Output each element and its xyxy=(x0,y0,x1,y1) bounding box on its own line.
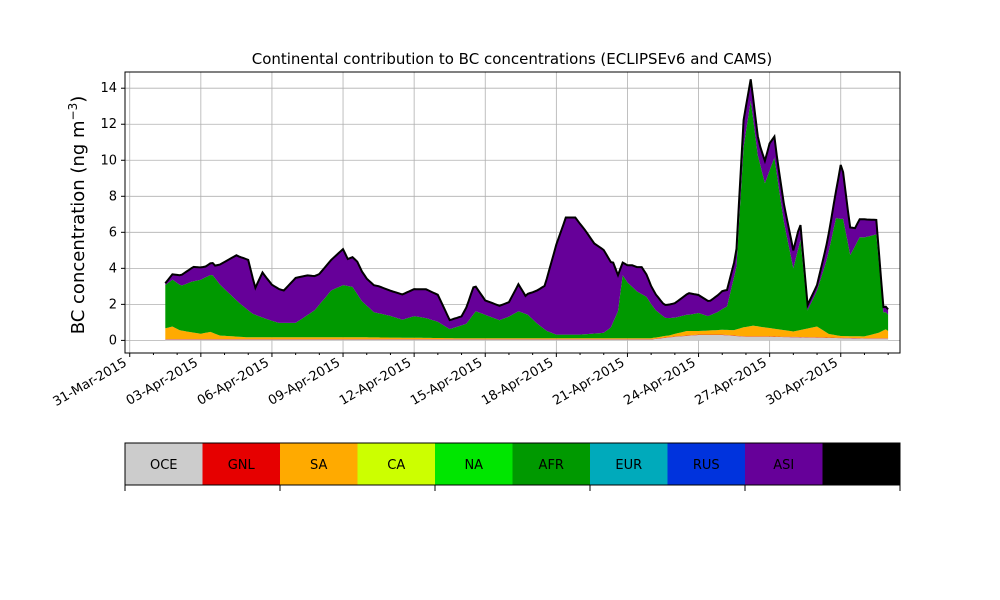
area-sa xyxy=(165,325,889,340)
legend-swatch-oce xyxy=(125,443,203,485)
legend-label: OCE xyxy=(150,458,178,473)
legend-label: EUR xyxy=(615,458,642,473)
x-tick-label: 24-Apr-2015 xyxy=(621,355,698,408)
legend-label: NA xyxy=(464,458,483,473)
x-tick-label: 21-Apr-2015 xyxy=(550,355,627,408)
x-tick-label: 06-Apr-2015 xyxy=(195,355,272,408)
x-tick-label: 18-Apr-2015 xyxy=(479,355,556,408)
y-axis-label-close: ) xyxy=(68,96,89,103)
y-axis-label-main: BC concentration (ng m xyxy=(68,120,89,334)
y-tick-label: 14 xyxy=(100,81,117,96)
plot-frame xyxy=(124,71,901,354)
legend-label: SA xyxy=(310,458,327,473)
y-tick-label: 10 xyxy=(100,153,117,168)
x-axis: 31-Mar-201503-Apr-201506-Apr-201509-Apr-… xyxy=(51,353,889,410)
legend-swatch-aus xyxy=(822,443,900,485)
y-axis: 0 2 4 6 8 10 12 14 xyxy=(100,81,125,348)
y-tick-label: 2 xyxy=(109,297,117,312)
y-tick-label: 6 xyxy=(109,225,117,240)
legend-label: ASI xyxy=(773,458,794,473)
legend-label: AFR xyxy=(539,458,564,473)
legend-label: AUS xyxy=(848,458,875,473)
total-line xyxy=(164,79,889,322)
area-afr xyxy=(165,100,889,339)
legend-swatch-afr xyxy=(512,443,590,485)
chart-title: Continental contribution to BC concentra… xyxy=(252,50,773,68)
legend-swatch-rus xyxy=(667,443,745,485)
area-asi xyxy=(165,79,889,335)
legend-swatch-ca xyxy=(357,443,435,485)
x-tick-label: 31-Mar-2015 xyxy=(51,355,130,409)
area-oce xyxy=(165,335,889,341)
y-tick-label: 12 xyxy=(100,117,117,132)
y-axis-label-sup: −3 xyxy=(66,103,80,121)
x-tick-label: 03-Apr-2015 xyxy=(124,355,201,408)
legend-label: RUS xyxy=(693,458,720,473)
legend-swatch-gnl xyxy=(202,443,280,485)
legend-swatch-sa xyxy=(280,443,358,485)
legend-label: CA xyxy=(387,458,405,473)
x-tick-label: 30-Apr-2015 xyxy=(764,355,841,408)
y-tick-label: 8 xyxy=(109,189,117,204)
legend-swatch-na xyxy=(435,443,513,485)
legend-swatch-asi xyxy=(745,443,823,485)
legend-label: GNL xyxy=(228,458,256,473)
x-tick-label: 12-Apr-2015 xyxy=(337,355,414,408)
x-tick-label: 09-Apr-2015 xyxy=(266,355,343,408)
legend-frame xyxy=(124,442,901,486)
plot-area xyxy=(124,71,901,354)
y-tick-label: 0 xyxy=(109,333,117,348)
legend-colorbar: OCE GNL SA CA NA AFR EUR RUS ASI AUS xyxy=(124,442,901,491)
x-tick-label: 15-Apr-2015 xyxy=(408,355,485,408)
x-tick-label: 27-Apr-2015 xyxy=(693,355,770,408)
legend-swatch-eur xyxy=(590,443,668,485)
y-tick-label: 4 xyxy=(109,261,117,276)
y-axis-label: BC concentration (ng m−3) xyxy=(66,96,89,335)
